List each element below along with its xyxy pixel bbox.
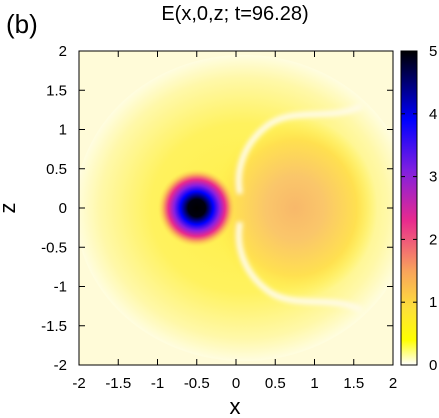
colorbar-tick-label: 0 — [429, 357, 437, 374]
x-tick-label: 1 — [310, 375, 318, 392]
field-ridge-upper — [235, 103, 363, 195]
field-ridge-lower — [235, 221, 363, 313]
field-halo — [212, 117, 378, 299]
plot-area — [79, 51, 393, 365]
x-axis: -2 -1.5 -1 -0.5 0 0.5 1 1.5 2 — [72, 51, 397, 392]
y-axis: -2 -1.5 -1 -0.5 0 0.5 1 1.5 2 — [41, 43, 393, 374]
y-tick-label: 1 — [59, 122, 67, 139]
x-tick-label: -2 — [72, 375, 85, 392]
colorbar-tick-label: 4 — [429, 106, 437, 123]
x-tick-label: 1.5 — [343, 375, 364, 392]
y-tick-label: 0.5 — [46, 161, 67, 178]
x-tick-label: -1 — [151, 375, 164, 392]
x-tick-label: -1.5 — [105, 375, 131, 392]
x-tick-label: -0.5 — [184, 375, 210, 392]
colorbar-tick-label: 2 — [429, 231, 437, 248]
chart-title: E(x,0,z; t=96.28) — [161, 3, 308, 25]
y-tick-label: -1.5 — [41, 318, 67, 335]
colorbar — [400, 50, 418, 366]
x-tick-label: 0 — [232, 375, 240, 392]
x-tick-label: 0.5 — [265, 375, 286, 392]
y-tick-label: -2 — [54, 357, 67, 374]
x-tick-label: 2 — [389, 375, 397, 392]
y-tick-label: -0.5 — [41, 239, 67, 256]
x-axis-label: x — [230, 394, 241, 418]
colorbar-tick-label: 5 — [429, 43, 437, 60]
y-tick-label: 2 — [59, 43, 67, 60]
y-axis-label: z — [0, 203, 20, 214]
colorbar-tick-label: 1 — [429, 294, 437, 311]
field-core — [157, 168, 236, 248]
y-tick-label: -1 — [54, 279, 67, 296]
panel-label: (b) — [6, 9, 38, 39]
colorbar-tick-label: 3 — [429, 169, 437, 186]
y-tick-label: 1.5 — [46, 82, 67, 99]
y-tick-label: 0 — [59, 200, 67, 217]
colorbar-ticks: 0 1 2 3 4 5 — [401, 43, 437, 374]
